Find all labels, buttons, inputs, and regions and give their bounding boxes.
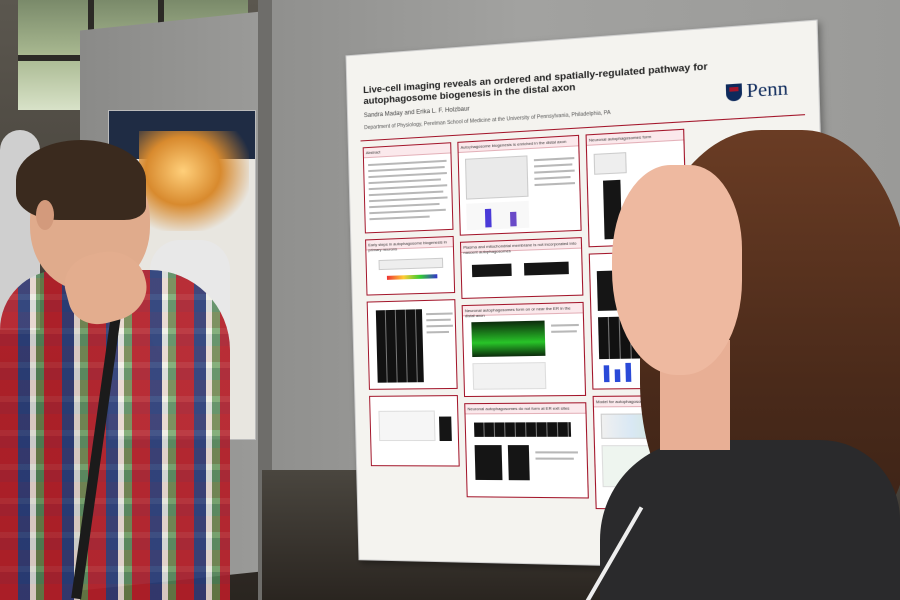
panel-heading: Neuronal autophagosomes form (587, 130, 684, 146)
woman-top (600, 440, 900, 600)
man-hair (16, 140, 146, 220)
panel-heading: Abstract (364, 143, 451, 158)
man-ear (36, 200, 54, 230)
panel-heading: Neuronal autophagosomes do not form at E… (465, 403, 585, 414)
panel-traces (369, 395, 460, 466)
penn-logo: Penn (726, 77, 789, 104)
penn-logo-text: Penn (746, 77, 788, 102)
panel-heading: Autophagosome biogenesis is enriched in … (458, 136, 578, 153)
panel-imaging-grid (367, 299, 458, 390)
panel-heading: Neuronal autophagosomes form on or near … (463, 303, 583, 316)
light-glare (139, 131, 249, 231)
panel-er-formation: Neuronal autophagosomes form on or near … (462, 302, 586, 397)
panel-membrane-incorporation: Plasma and mitochondrial membrane is not… (460, 237, 583, 299)
panel-heading: Early steps in autophagosome biogenesis … (366, 237, 453, 250)
woman-face (612, 165, 742, 375)
panel-heading: Plasma and mitochondrial membrane is not… (461, 238, 581, 253)
panel-abstract: Abstract (363, 142, 454, 233)
panel-early-steps: Early steps in autophagosome biogenesis … (365, 236, 455, 296)
panel-biogenesis-distal-axon: Autophagosome biogenesis is enriched in … (457, 135, 581, 236)
penn-shield-icon (726, 83, 742, 101)
panel-er-exit-sites: Neuronal autophagosomes do not form at E… (464, 402, 589, 498)
